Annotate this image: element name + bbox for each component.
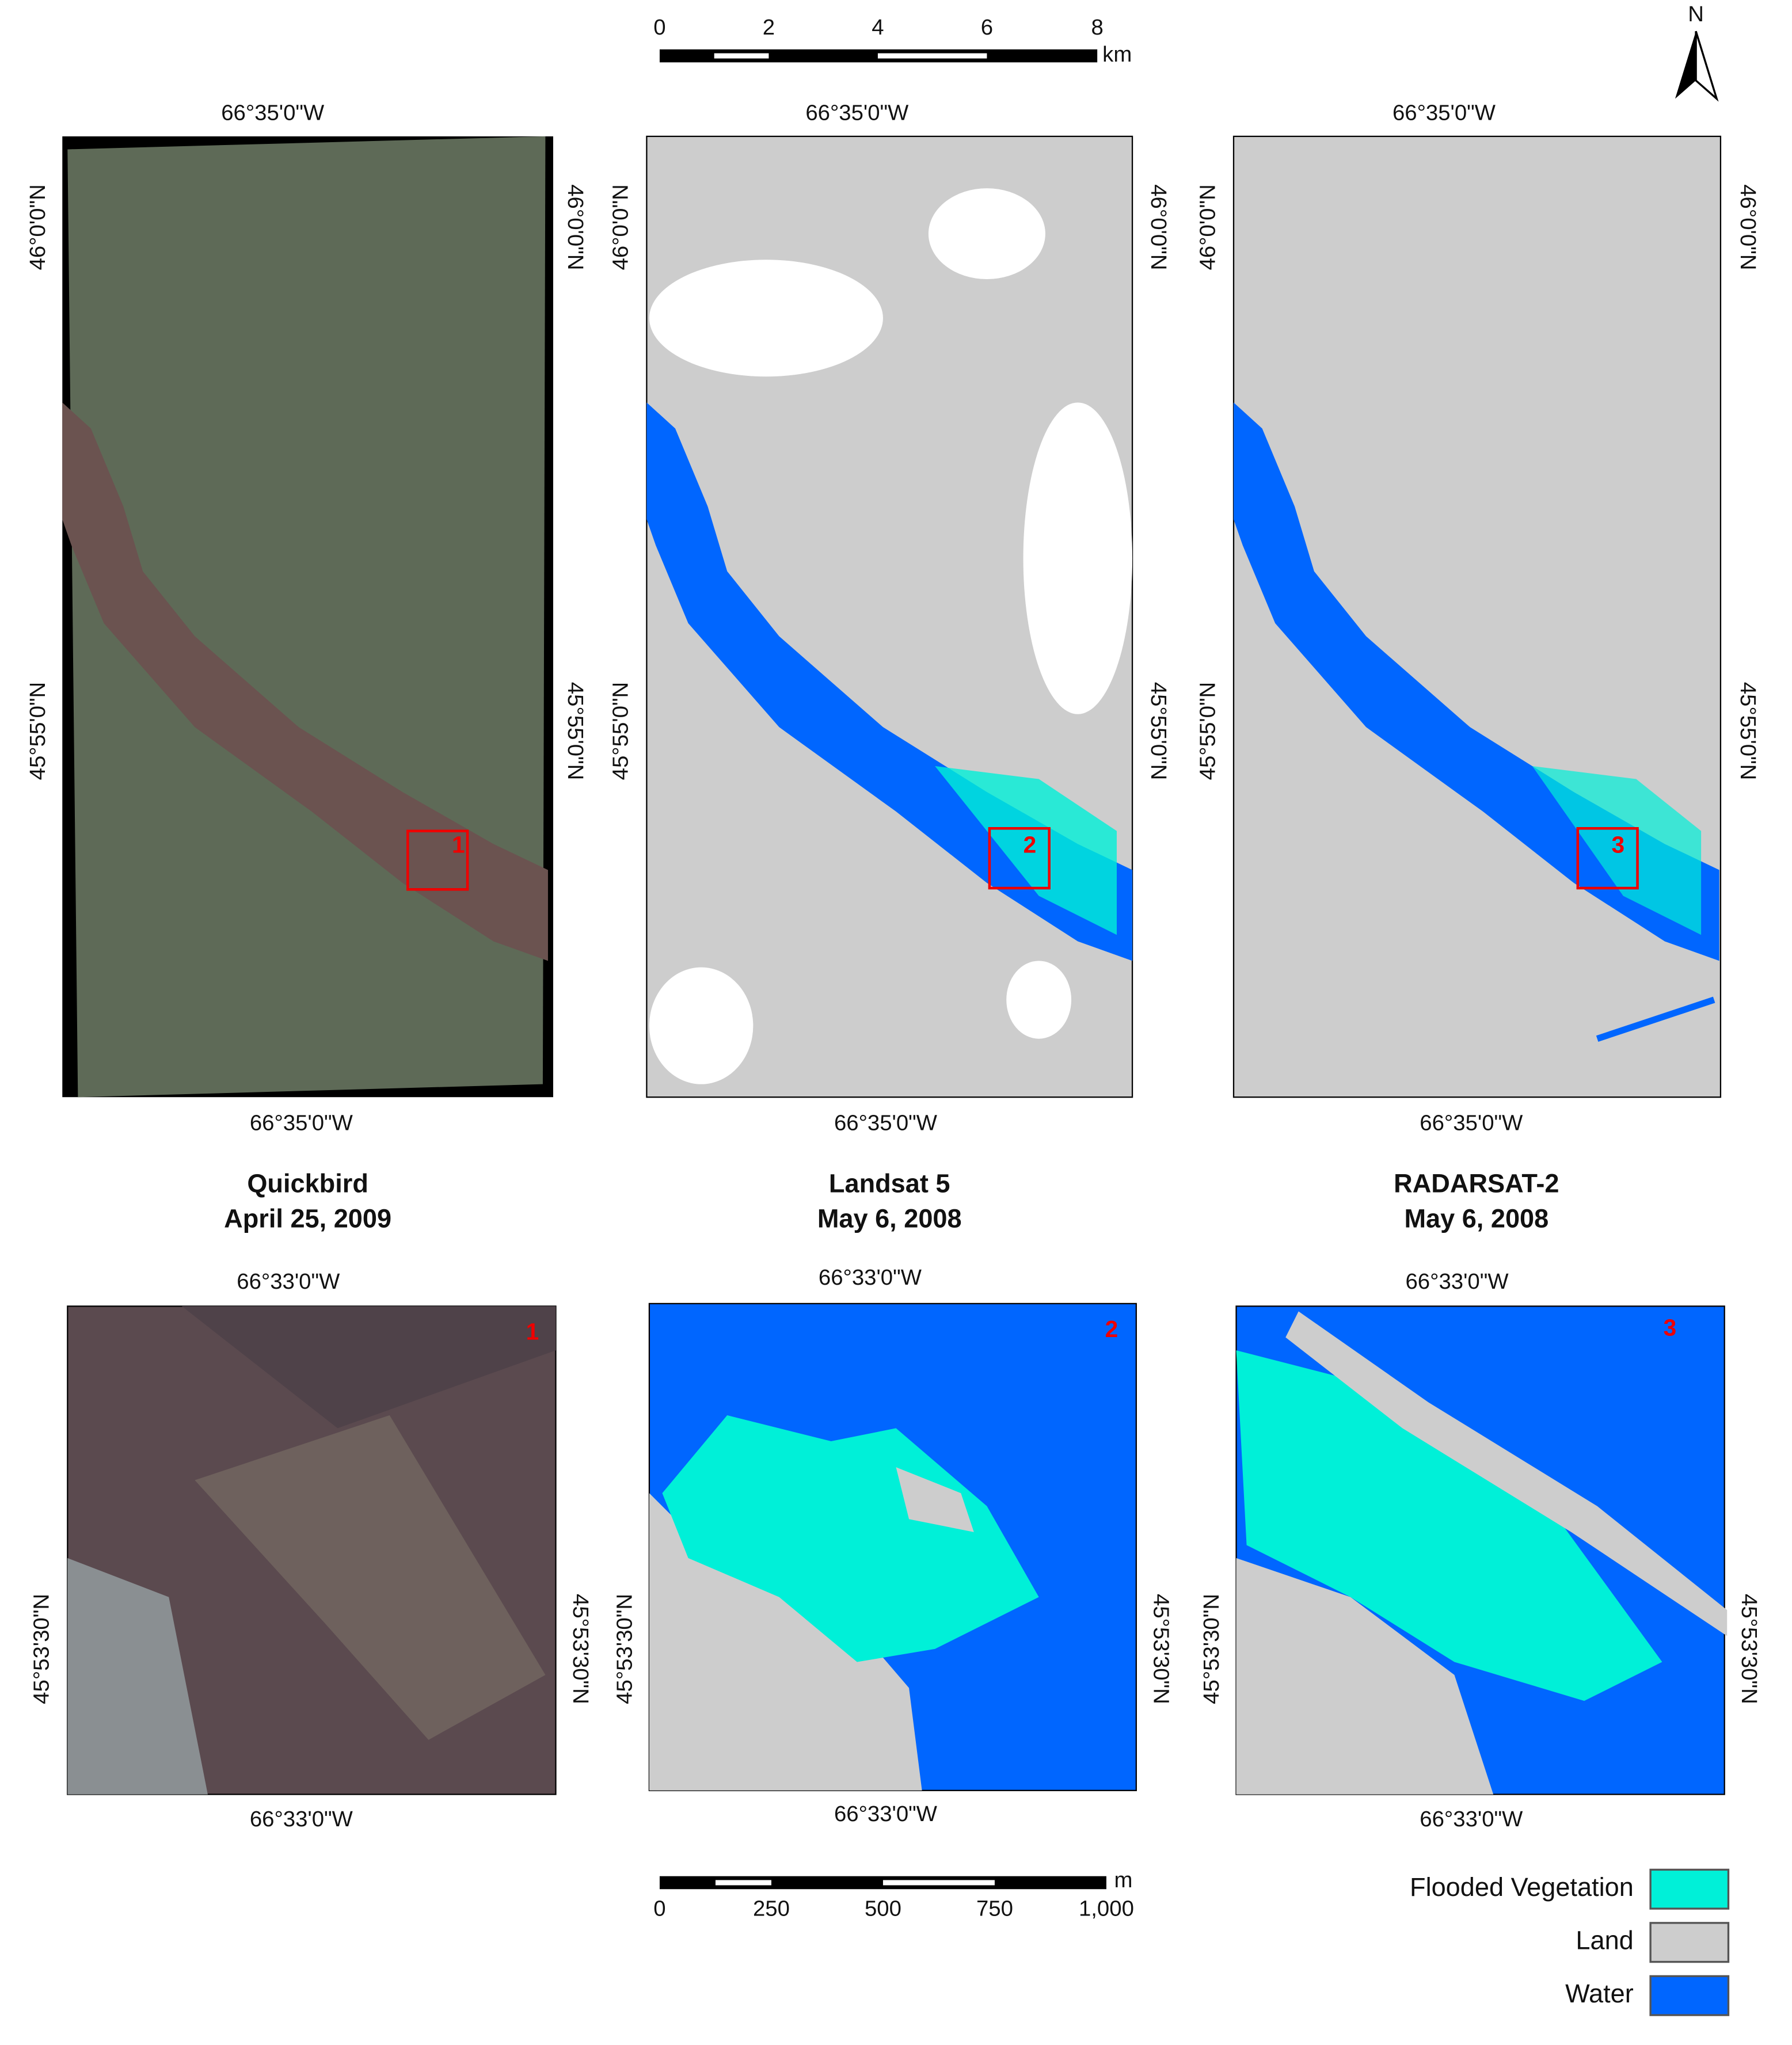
scale-label: 500 bbox=[865, 1896, 901, 1921]
north-label: N bbox=[1688, 2, 1704, 26]
lat-label: 45°53'30"N bbox=[612, 1594, 637, 1704]
lat-label: 45°53'30"N bbox=[29, 1594, 54, 1704]
zoom-radarsat bbox=[1235, 1305, 1728, 1795]
lon-label: 66°35'0"W bbox=[805, 101, 909, 125]
lat-label: 46°0'0"N bbox=[608, 184, 633, 270]
captions: Quickbird April 25, 2009 Landsat 5 May 6… bbox=[224, 1169, 1559, 1233]
lon-label: 66°33'0"W bbox=[250, 1807, 353, 1831]
zoom-label: 1 bbox=[526, 1318, 539, 1345]
lat-label: 45°53'30"N bbox=[568, 1594, 593, 1704]
scale-bar-bottom: 0 250 500 750 1,000 m bbox=[653, 1868, 1134, 1921]
lat-label: 45°55'0"N bbox=[608, 682, 633, 780]
lon-label: 66°35'0"W bbox=[834, 1111, 938, 1136]
lon-label: 66°33'0"W bbox=[819, 1265, 922, 1290]
lat-label: 46°0'0"N bbox=[563, 184, 588, 270]
lon-label: 66°35'0"W bbox=[250, 1111, 353, 1136]
scale-label: 0 bbox=[653, 15, 665, 40]
lon-label: 66°33'0"W bbox=[1405, 1269, 1509, 1294]
panel-landsat bbox=[646, 135, 1133, 1098]
lat-label: 45°55'0"N bbox=[25, 682, 50, 780]
lat-label: 45°55'0"N bbox=[1146, 682, 1171, 780]
lat-label: 45°55'0"N bbox=[1195, 682, 1220, 780]
box-label: 3 bbox=[1611, 832, 1624, 858]
zoom-label: 3 bbox=[1664, 1315, 1677, 1341]
lon-label: 66°35'0"W bbox=[221, 101, 325, 125]
lat-label: 46°0'0"N bbox=[1146, 184, 1171, 270]
lat-label: 46°0'0"N bbox=[25, 184, 50, 270]
caption-name: Landsat 5 bbox=[829, 1169, 950, 1198]
panel-labels-top: 66°35'0"W 66°35'0"W 46°0'0"N 45°55'0"N 4… bbox=[25, 101, 1760, 1136]
caption-date: May 6, 2008 bbox=[817, 1204, 962, 1233]
lat-label: 45°55'0"N bbox=[1736, 682, 1760, 780]
scale-label: 6 bbox=[981, 15, 993, 40]
lat-label: 45°53'30"N bbox=[1148, 1594, 1173, 1704]
lon-label: 66°33'0"W bbox=[834, 1802, 938, 1826]
caption-name: RADARSAT-2 bbox=[1394, 1169, 1559, 1198]
zoom-landsat bbox=[648, 1303, 1137, 1791]
legend-label: Land bbox=[1576, 1926, 1633, 1955]
legend: Flooded Vegetation Land Water bbox=[1410, 1868, 1730, 2016]
lat-label: 46°0'0"N bbox=[1736, 184, 1760, 270]
panel-labels-bottom: 66°33'0"W 66°33'0"W 45°53'30"N 45°53'30"… bbox=[29, 1265, 1762, 1831]
lat-label: 45°55'0"N bbox=[563, 682, 588, 780]
lon-label: 66°33'0"W bbox=[1420, 1807, 1523, 1831]
scale-label: 250 bbox=[753, 1896, 790, 1921]
panel-quickbird bbox=[62, 136, 553, 1098]
lon-label: 66°33'0"W bbox=[237, 1269, 340, 1294]
legend-label: Flooded Vegetation bbox=[1410, 1872, 1634, 1902]
lat-label: 45°53'30"N bbox=[1737, 1594, 1761, 1704]
zoom-quickbird bbox=[67, 1305, 557, 1795]
panel-radarsat bbox=[1232, 135, 1722, 1098]
scale-label: 0 bbox=[653, 1896, 665, 1921]
caption-date: May 6, 2008 bbox=[1404, 1204, 1548, 1233]
box-label: 1 bbox=[452, 832, 465, 858]
caption-name: Quickbird bbox=[247, 1169, 368, 1198]
scale-unit: km bbox=[1102, 42, 1132, 67]
scale-label: 8 bbox=[1091, 15, 1103, 40]
scale-unit: m bbox=[1114, 1868, 1132, 1892]
legend-label: Water bbox=[1565, 1979, 1634, 2008]
lat-label: 46°0'0"N bbox=[1195, 184, 1220, 270]
box-label: 2 bbox=[1024, 832, 1037, 858]
scale-label: 750 bbox=[976, 1896, 1013, 1921]
scale-bar-top: 0 2 4 6 8 km bbox=[653, 15, 1132, 67]
scale-label: 4 bbox=[872, 15, 884, 40]
scale-label: 2 bbox=[763, 15, 775, 40]
lon-label: 66°35'0"W bbox=[1420, 1111, 1523, 1136]
north-arrow: N bbox=[1675, 2, 1719, 102]
legend-swatch bbox=[1649, 1975, 1730, 2016]
caption-date: April 25, 2009 bbox=[224, 1204, 391, 1233]
lat-label: 45°53'30"N bbox=[1199, 1594, 1224, 1704]
scale-label: 1,000 bbox=[1079, 1896, 1134, 1921]
legend-swatch bbox=[1649, 1922, 1730, 1963]
lon-label: 66°35'0"W bbox=[1392, 101, 1496, 125]
zoom-label: 2 bbox=[1105, 1316, 1118, 1342]
legend-swatch bbox=[1649, 1868, 1730, 1910]
